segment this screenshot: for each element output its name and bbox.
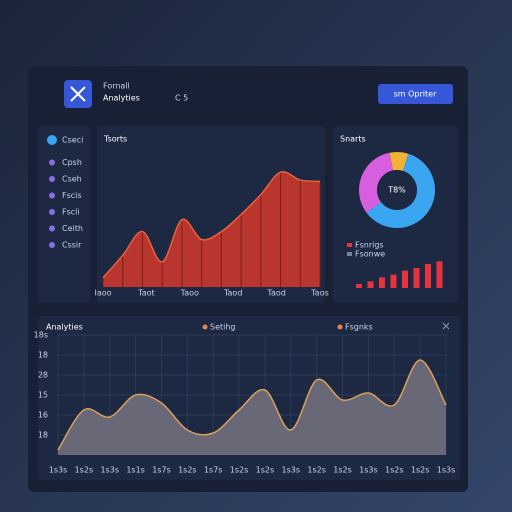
legend-label: Fsgnks	[345, 323, 373, 332]
y-tick-label: 15	[38, 391, 48, 400]
bar	[425, 264, 431, 288]
kicker: Fornall	[103, 82, 130, 91]
nav-item: Cseh	[62, 175, 82, 184]
x-tick-label: 1s7s	[152, 466, 171, 475]
app-title: Analyties	[103, 94, 140, 103]
tag: C 5	[175, 94, 188, 103]
y-tick-label: 18	[38, 351, 48, 360]
bar	[402, 270, 408, 288]
nav-item: Fscli	[62, 208, 80, 217]
close-icon[interactable]	[442, 322, 450, 330]
pie-slice	[366, 153, 436, 229]
legend-dot	[337, 324, 343, 330]
x-tick-label: Taod	[266, 289, 285, 298]
legend-dot	[202, 324, 208, 330]
button[interactable]	[378, 84, 453, 104]
x-tick-label: Taos	[310, 289, 329, 298]
nav-dot	[49, 242, 55, 248]
button-label[interactable]: sm Opriter	[394, 90, 437, 99]
x-tick-label: 1s2s	[256, 466, 275, 475]
legend-label: Fsnrigs	[355, 241, 384, 250]
bar	[413, 268, 420, 288]
nav-item: Ceith	[62, 224, 83, 233]
x-tick-label: 1s2s	[75, 466, 94, 475]
nav-dot	[47, 135, 57, 145]
x-tick-label: 1s2s	[333, 466, 352, 475]
x-tick-label: 1s1s	[126, 466, 145, 475]
x-tick-label: 1s3s	[282, 466, 301, 475]
y-tick-label: 16	[38, 411, 48, 420]
legend-label: Setihg	[210, 323, 236, 332]
line	[102, 171, 321, 279]
nav-item: Cpsh	[62, 158, 82, 167]
x-tick-label: 1s3s	[359, 466, 378, 475]
sidebar	[38, 126, 90, 303]
bar	[390, 274, 397, 288]
x-tick-label: 1s2s	[385, 466, 404, 475]
bar	[356, 284, 362, 288]
x-tick-label: 1s2s	[307, 466, 326, 475]
analytics-title: Analyties	[46, 323, 83, 332]
nav-dot	[49, 176, 55, 182]
trend-title: Tsorts	[103, 135, 127, 144]
nav-dot	[49, 225, 55, 232]
nav-dot	[49, 159, 55, 166]
area	[58, 360, 446, 455]
nav-item: Cseci	[62, 136, 83, 145]
x-tick-label: Taoo	[180, 289, 199, 298]
x-tick-label: 1s3s	[437, 466, 456, 475]
legend-swatch	[347, 243, 352, 247]
legend-swatch	[347, 252, 352, 256]
y-tick-label: 18	[38, 431, 48, 440]
x-tick-label: 1s3s	[100, 466, 119, 475]
bar	[436, 261, 443, 288]
nav-item: Cssir	[62, 241, 82, 250]
analytics-panel	[38, 316, 460, 480]
x-tick-label: 1s2s	[178, 466, 197, 475]
legend-label: Fsonwe	[355, 250, 385, 259]
x-tick-label: Taot	[137, 289, 155, 298]
x-tick-label: Taod	[223, 289, 242, 298]
x-tick-label: 1s7s	[204, 466, 223, 475]
nav-item: Fscis	[62, 191, 82, 200]
y-tick-label: 18s	[34, 331, 48, 340]
logo-icon	[70, 86, 86, 102]
x-tick-label: 1s3s	[49, 466, 68, 475]
x-tick-label: 1s2s	[411, 466, 430, 475]
pie-slice	[389, 152, 409, 171]
share-title: Snarts	[340, 135, 366, 144]
bar	[379, 277, 385, 288]
pie-hole	[377, 170, 417, 210]
pie-center: T8%	[387, 186, 406, 195]
y-tick-label: 28	[38, 371, 48, 380]
line	[57, 359, 447, 451]
x-tick-label: Iaoo	[94, 289, 111, 298]
x-tick-label: 1s2s	[230, 466, 249, 475]
nav-dot	[49, 192, 55, 199]
pie-slice	[359, 152, 394, 213]
nav-dot	[49, 209, 55, 215]
bar	[367, 281, 374, 288]
